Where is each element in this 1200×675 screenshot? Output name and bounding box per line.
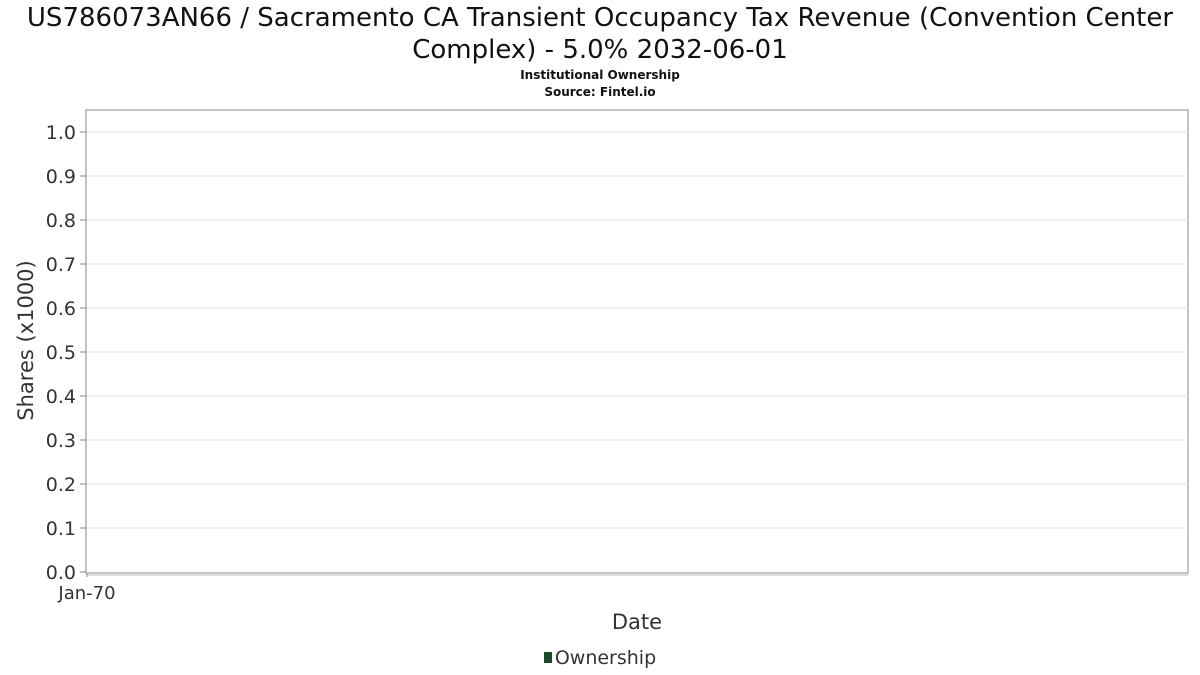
chart-source: Source: Fintel.io bbox=[544, 85, 656, 99]
y-tick-label: 0.0 bbox=[46, 562, 76, 584]
legend: Ownership bbox=[0, 647, 1200, 669]
y-tick-label: 0.4 bbox=[46, 386, 76, 408]
grid-lines bbox=[87, 131, 1188, 529]
chart-title: US786073AN66 / Sacramento CA Transient O… bbox=[26, 3, 1174, 65]
legend-swatch-ownership bbox=[543, 652, 552, 663]
y-tick-label: 0.8 bbox=[46, 210, 76, 232]
y-tick-label: 0.6 bbox=[46, 298, 76, 320]
y-tick-label: 0.9 bbox=[46, 166, 76, 188]
legend-label-ownership: Ownership bbox=[554, 647, 657, 669]
y-axis-label: Shares (x1000) bbox=[14, 260, 38, 420]
axes: 0.0 0.1 0.2 0.3 0.4 0.5 0.6 0.7 0.8 0.9 1.0 Jan-70 bbox=[46, 122, 1188, 604]
chart-subtitle: Institutional Ownership bbox=[520, 68, 680, 82]
y-tick-label: 0.5 bbox=[46, 342, 76, 364]
y-tick-label: 0.2 bbox=[46, 474, 76, 496]
x-tick-label: Jan-70 bbox=[57, 583, 115, 604]
y-tick-label: 1.0 bbox=[46, 122, 76, 144]
plot-area bbox=[85, 109, 1189, 574]
y-tick-label: 0.3 bbox=[46, 430, 76, 452]
y-tick-label: 0.1 bbox=[46, 518, 76, 540]
y-tick-label: 0.7 bbox=[46, 254, 76, 276]
x-axis-label: Date bbox=[612, 610, 662, 634]
